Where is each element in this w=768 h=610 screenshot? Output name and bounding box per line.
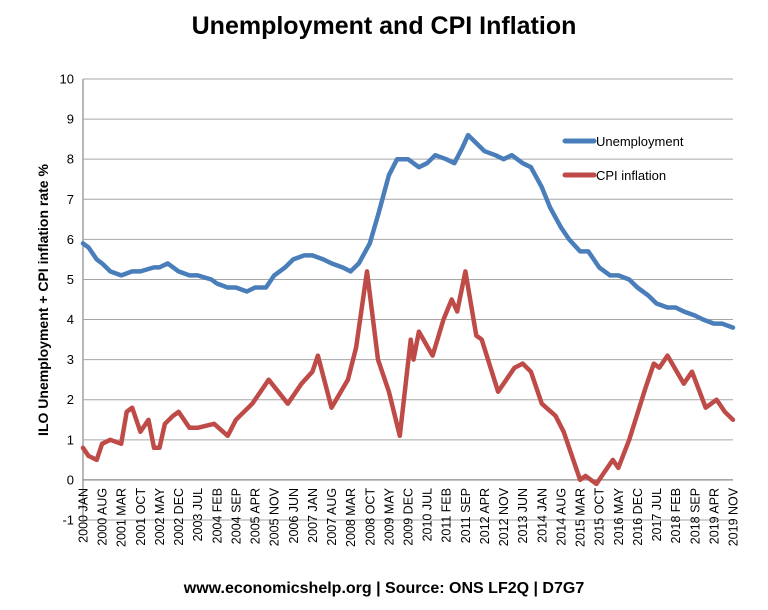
y-axis-label: ILO Unemployment + CPI inflation rate % xyxy=(35,164,51,436)
y-tick-label: 9 xyxy=(67,112,74,127)
legend-label-cpi: CPI inflation xyxy=(596,168,666,183)
series-line-cpi-inflation xyxy=(80,269,736,487)
y-tick-label: 2 xyxy=(67,392,74,407)
y-tick-label: 7 xyxy=(67,192,74,207)
x-tick-label: 2002 MAY xyxy=(153,487,167,545)
x-tick-label: 2004 SEP xyxy=(229,488,243,544)
x-tick-label: 2009 MAY xyxy=(382,487,396,545)
x-tick-label: 2004 FEB xyxy=(210,488,224,544)
x-tick-label: 2005 NOV xyxy=(268,487,282,546)
x-tick-label: 2007 AUG xyxy=(325,488,339,546)
x-tick-label: 2016 DEC xyxy=(631,488,645,546)
legend-label-unemployment: Unemployment xyxy=(596,134,684,149)
x-tick-label: 2008 OCT xyxy=(363,488,377,546)
x-tick-label: 2001 MAR xyxy=(115,488,129,547)
source-footer: www.economicshelp.org | Source: ONS LF2Q… xyxy=(183,580,585,597)
x-tick-label: 2015 OCT xyxy=(593,488,607,546)
y-tick-label: -1 xyxy=(62,513,74,528)
x-tick-label: 2014 JAN xyxy=(535,488,549,543)
x-tick-label: 2018 FEB xyxy=(669,488,683,544)
x-tick-label: 2000 AUG xyxy=(96,488,110,546)
x-tick-label: 2006 JUN xyxy=(287,488,301,544)
x-tick-label: 2018 SEP xyxy=(688,488,702,544)
x-tick-label: 2014 AUG xyxy=(554,488,568,546)
x-tick-label: 2000 JAN xyxy=(77,488,91,543)
x-tick-label: 2016 MAY xyxy=(612,487,626,545)
x-tick-label: 2003 JUL xyxy=(191,488,205,542)
y-tick-label: 6 xyxy=(67,232,74,247)
y-tick-label: 10 xyxy=(60,72,74,87)
x-tick-label: 2002 DEC xyxy=(172,488,186,546)
x-tick-label: 2008 MAR xyxy=(344,488,358,547)
y-tick-label: 5 xyxy=(67,272,74,287)
x-tick-label: 2013 JUN xyxy=(516,488,530,544)
x-tick-label: 2010 JUL xyxy=(421,488,435,542)
x-tick-label: 2015 MAR xyxy=(574,488,588,547)
x-tick-label: 2009 DEC xyxy=(402,488,416,546)
series-line-unemployment xyxy=(80,132,736,330)
x-tick-label: 2005 APR xyxy=(249,488,263,544)
legend: Unemployment CPI inflation xyxy=(562,134,684,183)
x-tick-label: 2007 JAN xyxy=(306,488,320,543)
x-tick-label: 2012 NOV xyxy=(497,487,511,546)
y-axis-ticks: -1 0 1 2 3 4 5 6 7 8 9 10 xyxy=(60,72,74,528)
x-tick-label: 2012 APR xyxy=(478,488,492,544)
x-tick-label: 2017 JUL xyxy=(650,488,664,542)
y-tick-label: 8 xyxy=(67,152,74,167)
y-tick-label: 0 xyxy=(67,472,74,487)
y-tick-label: 4 xyxy=(67,312,74,327)
y-tick-label: 3 xyxy=(67,352,74,367)
x-tick-label: 2011 SEP xyxy=(459,488,473,543)
x-tick-label: 2001 OCT xyxy=(134,488,148,546)
x-tick-label: 2011 FEB xyxy=(440,488,454,543)
x-tick-label: 2019 NOV xyxy=(727,487,741,546)
x-tick-label: 2019 APR xyxy=(707,488,721,544)
x-axis-ticks: 2000 JAN 2000 AUG 2001 MAR 2001 OCT 2002 MAY… xyxy=(77,487,741,547)
series-lines xyxy=(80,132,736,487)
chart-title: Unemployment and CPI Inflation xyxy=(191,12,577,40)
y-tick-label: 1 xyxy=(67,432,74,447)
